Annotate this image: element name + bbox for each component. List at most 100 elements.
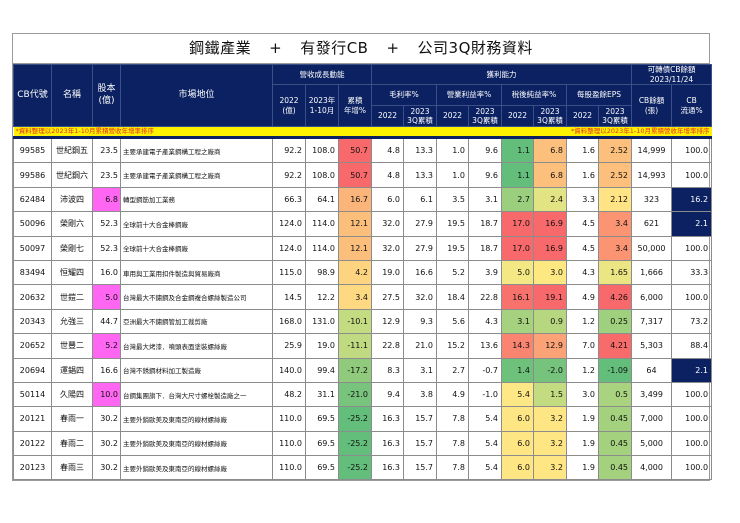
market-position-cell[interactable]: 主要承建電子產業鋼構工程之廠商 bbox=[120, 162, 273, 188]
revenue-yoy-cell[interactable]: 50.7 bbox=[337, 162, 373, 188]
cb-code-cell[interactable]: 50096 bbox=[13, 211, 52, 237]
cb-code-cell[interactable]: 20123 bbox=[13, 455, 52, 481]
revenue-2022-cell[interactable]: 110.0 bbox=[272, 406, 306, 432]
op-margin-2023-cell[interactable]: 18.7 bbox=[468, 235, 503, 261]
net-margin-2023-cell[interactable]: 6.8 bbox=[533, 162, 568, 188]
cb-balance-cell[interactable]: 6,000 bbox=[631, 284, 673, 310]
header-net-2023[interactable]: 2023 3Q累積 bbox=[533, 105, 568, 127]
table-row[interactable]: 20122 春雨二 30.2 主要外銷歐美及東南亞的線材螺絲廠 110.0 69… bbox=[13, 430, 713, 457]
cb-balance-cell[interactable]: 50,000 bbox=[631, 235, 673, 261]
name-cell[interactable]: 運錩四 bbox=[51, 357, 93, 383]
revenue-2022-cell[interactable]: 25.9 bbox=[272, 333, 306, 359]
revenue-2022-cell[interactable]: 92.2 bbox=[272, 162, 306, 188]
op-margin-2022-cell[interactable]: 1.0 bbox=[436, 136, 470, 164]
revenue-2023-cell[interactable]: 98.9 bbox=[305, 259, 339, 286]
table-row[interactable]: 20121 春雨一 30.2 主要外銷歐美及東南亞的線材螺絲廠 110.0 69… bbox=[13, 406, 713, 432]
header-revenue-2023[interactable]: 2023年 1-10月 bbox=[305, 84, 339, 127]
revenue-2023-cell[interactable]: 108.0 bbox=[305, 136, 339, 164]
name-cell[interactable]: 允強三 bbox=[51, 308, 93, 335]
header-eps-2023[interactable]: 2023 3Q累積 bbox=[598, 105, 633, 127]
cb-circulation-cell[interactable]: 16.2 bbox=[671, 186, 713, 213]
net-margin-2022-cell[interactable]: 17.0 bbox=[501, 235, 535, 261]
header-capital[interactable]: 股本 (億) bbox=[92, 64, 121, 127]
cb-balance-cell[interactable]: 14,993 bbox=[631, 162, 673, 188]
net-margin-2023-cell[interactable]: 1.5 bbox=[533, 381, 568, 408]
name-cell[interactable]: 春雨一 bbox=[51, 406, 93, 432]
gross-margin-2022-cell[interactable]: 16.3 bbox=[371, 430, 405, 457]
header-market-position[interactable]: 市場地位 bbox=[120, 64, 273, 127]
net-margin-2022-cell[interactable]: 14.3 bbox=[501, 333, 535, 359]
revenue-2022-cell[interactable]: 168.0 bbox=[272, 308, 306, 335]
net-margin-2023-cell[interactable]: 2.4 bbox=[533, 186, 568, 213]
op-margin-2022-cell[interactable]: 15.2 bbox=[436, 333, 470, 359]
revenue-yoy-cell[interactable]: 3.4 bbox=[337, 284, 373, 310]
header-op-2022[interactable]: 2022 bbox=[436, 105, 470, 127]
header-gm-2022[interactable]: 2022 bbox=[371, 105, 405, 127]
capital-cell[interactable]: 52.3 bbox=[92, 235, 121, 261]
capital-cell[interactable]: 6.8 bbox=[92, 186, 121, 213]
cb-balance-cell[interactable]: 5,000 bbox=[631, 430, 673, 457]
capital-cell[interactable]: 44.7 bbox=[92, 308, 121, 335]
gross-margin-2022-cell[interactable]: 6.0 bbox=[371, 186, 405, 213]
gross-margin-2022-cell[interactable]: 16.3 bbox=[371, 455, 405, 481]
eps-2022-cell[interactable]: 4.5 bbox=[566, 211, 600, 237]
revenue-2023-cell[interactable]: 114.0 bbox=[305, 211, 339, 237]
gross-margin-2022-cell[interactable]: 4.8 bbox=[371, 136, 405, 164]
cb-balance-cell[interactable]: 5,303 bbox=[631, 333, 673, 359]
eps-2022-cell[interactable]: 3.3 bbox=[566, 186, 600, 213]
gross-margin-2023-cell[interactable]: 3.8 bbox=[403, 381, 438, 408]
cb-balance-cell[interactable]: 7,317 bbox=[631, 308, 673, 335]
table-row[interactable]: 50114 久陽四 10.0 台鋼集團旗下．台灣大尺寸螺栓製造廠之一 48.2 … bbox=[13, 381, 713, 408]
op-margin-2022-cell[interactable]: 19.5 bbox=[436, 235, 470, 261]
cb-balance-cell[interactable]: 14,999 bbox=[631, 136, 673, 164]
cb-balance-cell[interactable]: 3,499 bbox=[631, 381, 673, 408]
op-margin-2023-cell[interactable]: 9.6 bbox=[468, 136, 503, 164]
header-revenue-yoy[interactable]: 累積 年增% bbox=[337, 84, 373, 127]
name-cell[interactable]: 榮剛七 bbox=[51, 235, 93, 261]
revenue-yoy-cell[interactable]: 12.1 bbox=[337, 211, 373, 237]
net-margin-2022-cell[interactable]: 1.1 bbox=[501, 136, 535, 164]
revenue-yoy-cell[interactable]: 50.7 bbox=[337, 136, 373, 164]
op-margin-2023-cell[interactable]: 5.4 bbox=[468, 455, 503, 481]
net-margin-2023-cell[interactable]: 3.2 bbox=[533, 406, 568, 432]
cb-circulation-cell[interactable]: 2.1 bbox=[671, 357, 713, 383]
cb-circulation-cell[interactable]: 100.0 bbox=[671, 406, 713, 432]
gross-margin-2023-cell[interactable]: 13.3 bbox=[403, 136, 438, 164]
header-eps-2022[interactable]: 2022 bbox=[566, 105, 600, 127]
eps-2022-cell[interactable]: 1.9 bbox=[566, 406, 600, 432]
header-op-2023[interactable]: 2023 3Q累積 bbox=[468, 105, 503, 127]
gross-margin-2023-cell[interactable]: 6.1 bbox=[403, 186, 438, 213]
net-margin-2023-cell[interactable]: 12.9 bbox=[533, 333, 568, 359]
eps-2023-cell[interactable]: 2.12 bbox=[598, 186, 633, 213]
gross-margin-2023-cell[interactable]: 27.9 bbox=[403, 235, 438, 261]
revenue-yoy-cell[interactable]: -25.2 bbox=[337, 455, 373, 481]
gross-margin-2023-cell[interactable]: 21.0 bbox=[403, 333, 438, 359]
op-margin-2023-cell[interactable]: 5.4 bbox=[468, 406, 503, 432]
market-position-cell[interactable]: 全球前十大合金棒鋼廠 bbox=[120, 211, 273, 237]
revenue-2023-cell[interactable]: 19.0 bbox=[305, 333, 339, 359]
revenue-yoy-cell[interactable]: -10.1 bbox=[337, 308, 373, 335]
gross-margin-2023-cell[interactable]: 27.9 bbox=[403, 211, 438, 237]
name-cell[interactable]: 世豐二 bbox=[51, 333, 93, 359]
eps-2023-cell[interactable]: 3.4 bbox=[598, 235, 633, 261]
revenue-2022-cell[interactable]: 124.0 bbox=[272, 211, 306, 237]
eps-2023-cell[interactable]: 2.52 bbox=[598, 136, 633, 164]
revenue-yoy-cell[interactable]: 4.2 bbox=[337, 259, 373, 286]
cb-circulation-cell[interactable]: 100.0 bbox=[671, 284, 713, 310]
cb-circulation-cell[interactable]: 100.0 bbox=[671, 136, 713, 164]
gross-margin-2022-cell[interactable]: 32.0 bbox=[371, 211, 405, 237]
gross-margin-2023-cell[interactable]: 9.3 bbox=[403, 308, 438, 335]
cb-code-cell[interactable]: 50114 bbox=[13, 381, 52, 408]
cb-circulation-cell[interactable]: 33.3 bbox=[671, 259, 713, 286]
op-margin-2022-cell[interactable]: 18.4 bbox=[436, 284, 470, 310]
revenue-2022-cell[interactable]: 66.3 bbox=[272, 186, 306, 213]
gross-margin-2023-cell[interactable]: 3.1 bbox=[403, 357, 438, 383]
revenue-yoy-cell[interactable]: -25.2 bbox=[337, 406, 373, 432]
revenue-2023-cell[interactable]: 69.5 bbox=[305, 455, 339, 481]
net-margin-2022-cell[interactable]: 2.7 bbox=[501, 186, 535, 213]
op-margin-2022-cell[interactable]: 2.7 bbox=[436, 357, 470, 383]
header-cb-balance[interactable]: CB餘額 (張) bbox=[631, 84, 673, 127]
eps-2023-cell[interactable]: 0.5 bbox=[598, 381, 633, 408]
revenue-2023-cell[interactable]: 31.1 bbox=[305, 381, 339, 408]
cb-balance-cell[interactable]: 323 bbox=[631, 186, 673, 213]
